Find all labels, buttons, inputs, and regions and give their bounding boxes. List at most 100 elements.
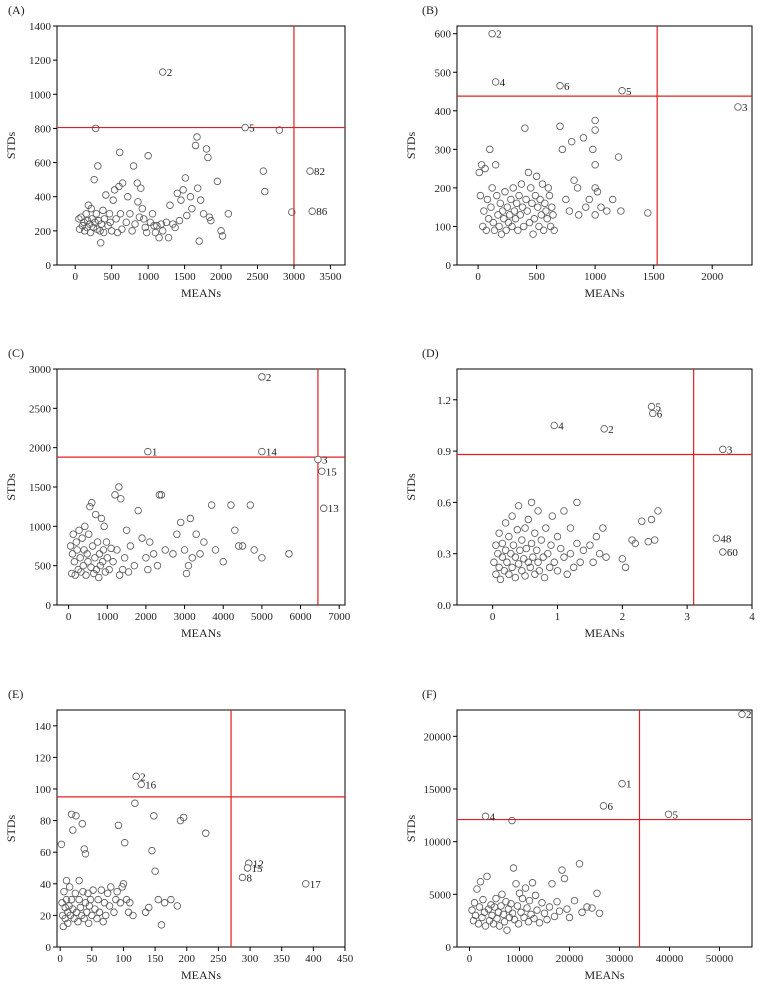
outlier-label: 12: [253, 858, 264, 870]
data-point: [164, 233, 173, 242]
y-tick-label: 400: [35, 192, 52, 204]
y-axis-label: STDs: [4, 815, 18, 843]
data-point: [542, 207, 550, 215]
data-point: [167, 895, 175, 904]
data-point: [124, 568, 133, 576]
data-point: [575, 211, 583, 219]
y-tick-label: 120: [35, 752, 52, 764]
data-point: [533, 546, 541, 554]
data-point: [529, 553, 537, 561]
data-point: [511, 215, 520, 223]
x-tick-label: 150: [147, 953, 164, 965]
data-point: [84, 530, 93, 538]
y-tick-label: 0: [446, 260, 452, 272]
data-point: [500, 567, 509, 575]
data-point: [98, 558, 107, 566]
data-point: [541, 199, 549, 208]
panel-d: (D) 0 1 2 3 4 0.0 0.3 0.6 0.9 1.2 MEANs STDs 56 4 2 3 48 6…: [404, 346, 755, 640]
data-point: [177, 518, 185, 527]
data-point: [100, 899, 109, 907]
x-axis-label: MEANs: [181, 286, 221, 300]
data-point: [145, 903, 153, 912]
data-point: [67, 895, 76, 904]
data-point: [560, 874, 569, 883]
data-point: [75, 526, 83, 534]
data-point: [134, 198, 142, 206]
data-point: [503, 203, 512, 211]
data-point: [538, 180, 547, 188]
data-point: [489, 218, 497, 227]
data-point: [250, 546, 258, 554]
data-point: [122, 526, 131, 534]
y-tick-label: 60: [40, 847, 52, 859]
outlier-point: [144, 447, 152, 456]
data-point: [166, 201, 174, 209]
data-point: [534, 558, 542, 566]
data-point: [540, 909, 549, 917]
outlier-point: [550, 421, 558, 430]
data-point: [126, 210, 134, 218]
y-tick-label: 80: [40, 816, 52, 828]
data-point: [89, 886, 97, 894]
y-tick-label: 400: [435, 106, 452, 118]
x-tick-label: 4000: [212, 611, 235, 623]
x-tick-label: 1500: [643, 271, 666, 283]
outlier-point: [600, 425, 608, 433]
x-axis-label: MEANs: [181, 626, 221, 640]
data-point: [107, 883, 115, 891]
data-point: [555, 907, 564, 915]
data-point: [118, 179, 127, 187]
data-point: [588, 904, 596, 912]
data-point: [527, 539, 536, 548]
data-point: [503, 558, 511, 566]
data-point: [545, 903, 554, 911]
data-point: [544, 184, 553, 192]
data-point: [546, 222, 555, 231]
data-point: [186, 514, 195, 523]
data-point: [75, 895, 83, 904]
data-point: [482, 226, 490, 235]
data-point: [181, 174, 190, 182]
data-point: [59, 922, 68, 931]
x-tick-label: 2500: [247, 271, 270, 283]
panel-f: (F) 0 10000 20000 30000 40000 50000 0 5000 10000 1…: [404, 687, 753, 982]
data-point: [151, 867, 159, 875]
data-point: [94, 162, 102, 170]
data-point: [553, 532, 562, 541]
y-axis-label: STDs: [404, 132, 418, 160]
data-point: [80, 845, 88, 853]
y-tick-label: 100: [35, 784, 52, 796]
data-point: [151, 228, 160, 237]
data-point: [547, 541, 555, 549]
data-point: [573, 184, 582, 192]
data-point: [105, 902, 114, 910]
y-tick-label: 5000: [429, 889, 452, 901]
y-tick-label: 20000: [424, 731, 452, 743]
x-tick-label: 5000: [251, 611, 274, 623]
y-tick-label: 20: [40, 910, 52, 922]
data-point: [65, 883, 74, 891]
x-axis-label: MEANs: [584, 626, 624, 640]
data-point: [494, 549, 502, 558]
data-point: [97, 514, 106, 523]
data-point: [142, 228, 151, 237]
panel-c: (C) 0 1000 2000 3000 4000 5000 6000 7000 0 500 1000…: [4, 346, 351, 640]
outlier-label: 2: [496, 29, 502, 41]
x-tick-label: 2000: [135, 611, 158, 623]
data-point: [183, 211, 191, 220]
data-point: [498, 553, 507, 561]
x-tick-label: 450: [337, 953, 354, 965]
data-point: [516, 211, 524, 219]
data-point: [521, 884, 530, 892]
data-point: [155, 491, 164, 499]
outlier-point: [318, 467, 326, 475]
y-tick-label: 15000: [424, 784, 452, 796]
data-point: [78, 820, 87, 828]
data-point: [79, 888, 87, 896]
data-point: [131, 220, 139, 228]
data-point: [493, 191, 501, 200]
data-point: [217, 227, 225, 235]
x-tick-label: 50: [86, 953, 98, 965]
panel-e: (E) 0 50 100 150 200 250 300 350 400 450 0 20 40 60 80 1…: [4, 687, 354, 982]
outlier-point: [734, 103, 742, 111]
